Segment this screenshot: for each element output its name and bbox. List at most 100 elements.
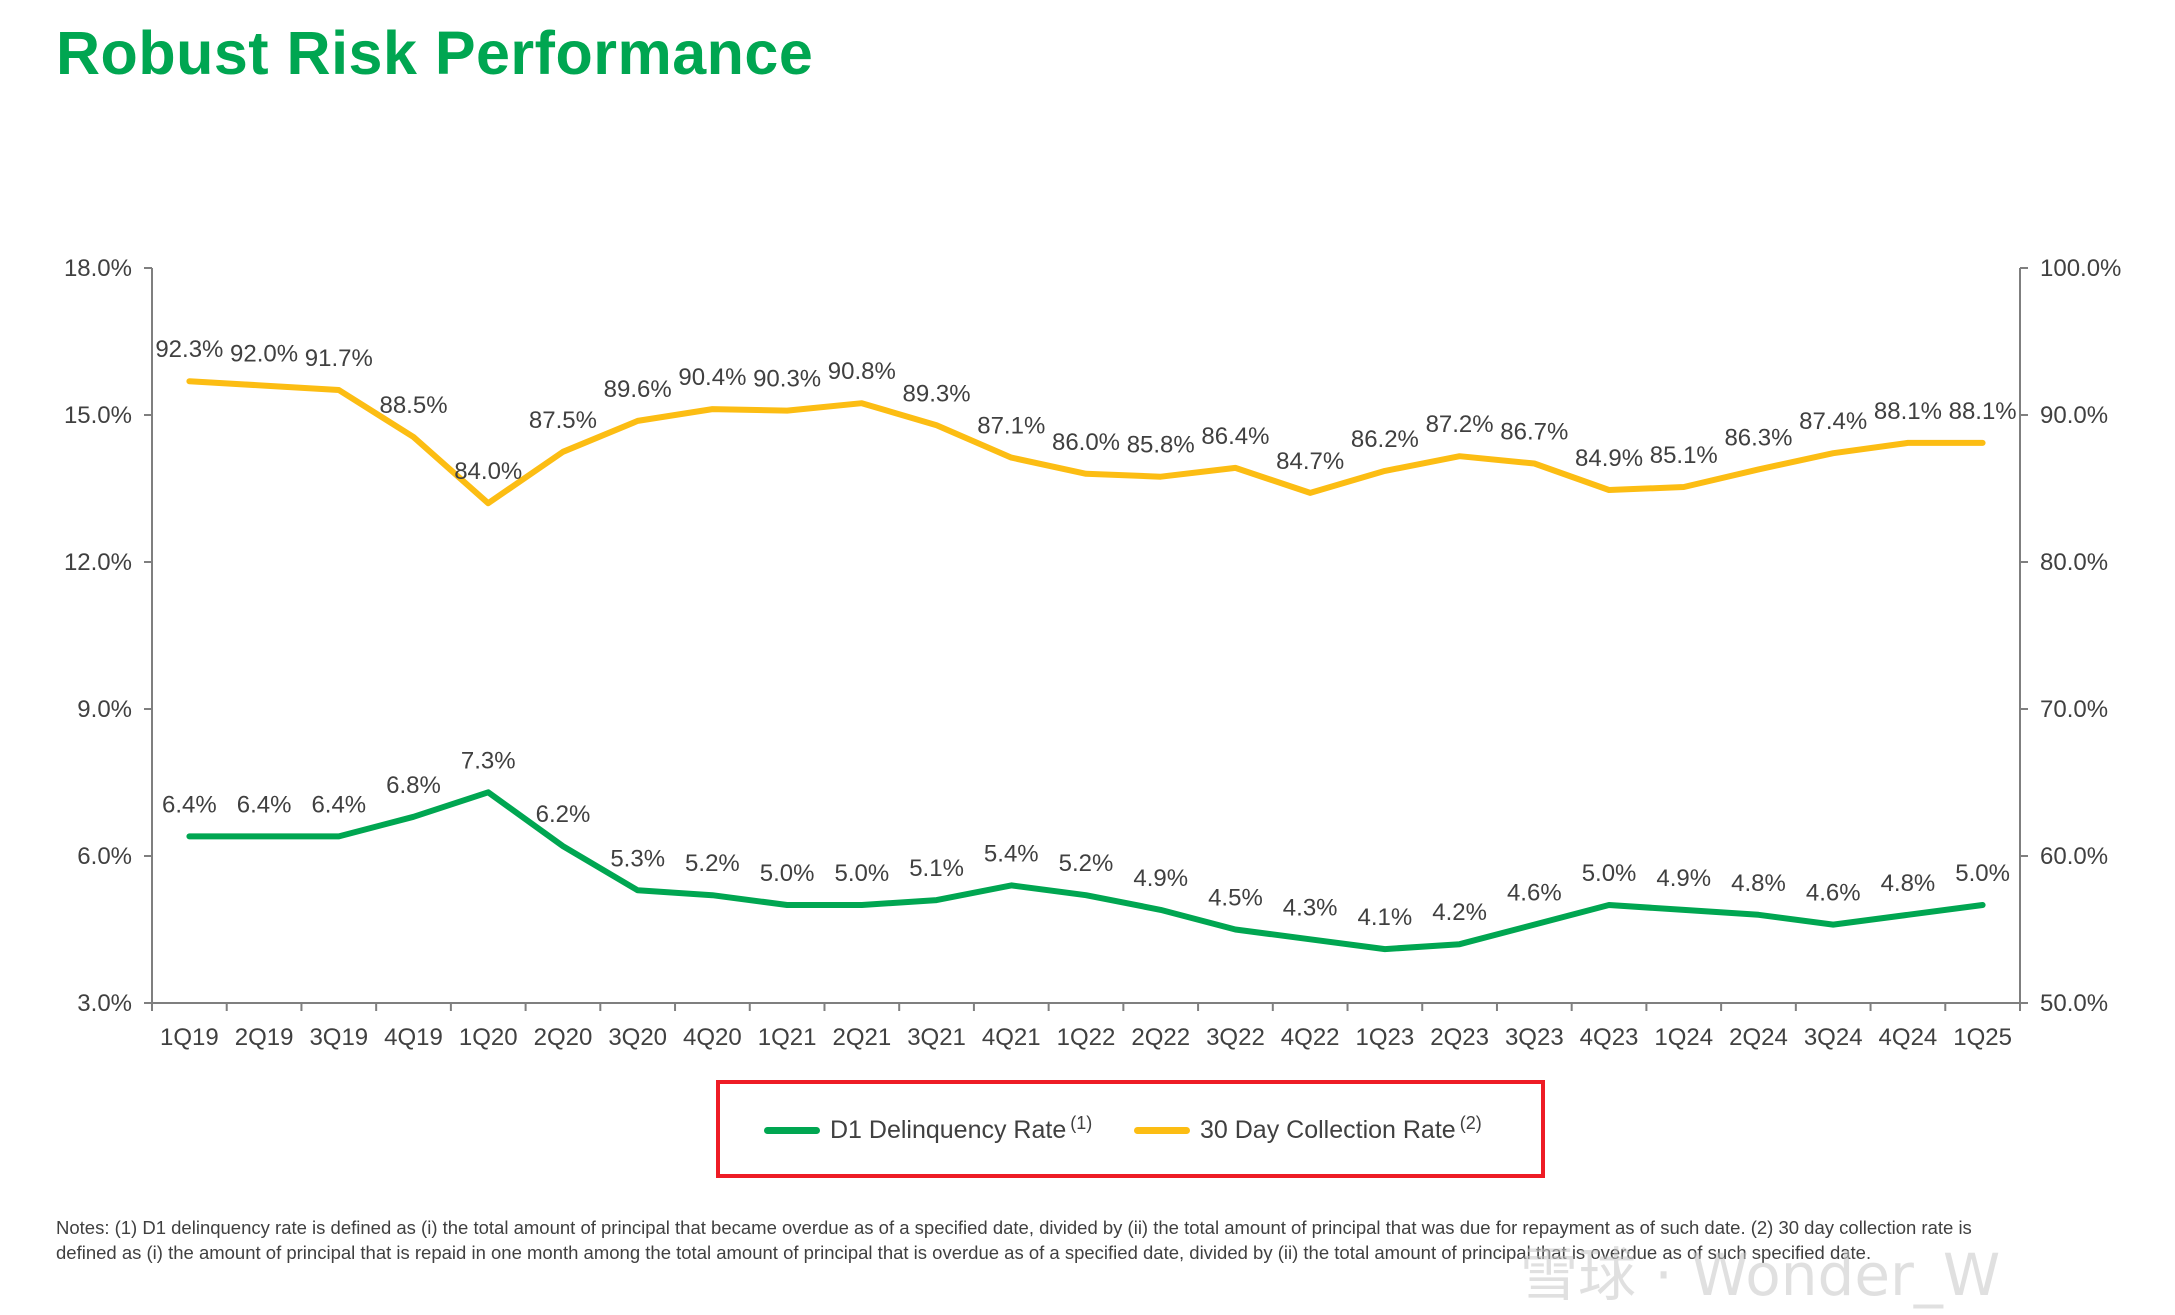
data-label-collection: 88.5% <box>379 392 447 419</box>
y-left-tick-label: 18.0% <box>64 255 132 282</box>
data-label-collection: 88.1% <box>1874 398 1942 425</box>
data-label-d1: 6.4% <box>311 791 366 818</box>
data-label-d1: 6.8% <box>386 772 441 799</box>
y-right-tick-label: 100.0% <box>2040 255 2121 282</box>
x-tick-label: 4Q24 <box>1879 1024 1938 1051</box>
y-right-tick-label: 70.0% <box>2040 696 2108 723</box>
data-label-collection: 92.0% <box>230 341 298 368</box>
data-label-d1: 4.9% <box>1656 865 1711 892</box>
x-tick-label: 3Q24 <box>1804 1024 1863 1051</box>
x-tick-label: 1Q22 <box>1057 1024 1116 1051</box>
y-right-tick-label: 90.0% <box>2040 402 2108 429</box>
data-label-collection: 86.3% <box>1724 424 1792 451</box>
x-tick-label: 4Q19 <box>384 1024 443 1051</box>
data-label-collection: 87.1% <box>977 413 1045 440</box>
chart-axes <box>144 267 2028 1011</box>
data-label-collection: 90.4% <box>678 364 746 391</box>
y-left-tick-label: 3.0% <box>77 990 132 1017</box>
data-label-collection: 92.3% <box>155 336 223 363</box>
data-labels: 6.4% 6.4% 6.4% 6.8% 7.3% 6.2% 5.3% 5.2% 5.0% 5.0%… <box>155 336 2016 931</box>
data-label-collection: 87.2% <box>1426 411 1494 438</box>
y-left-tick-label: 6.0% <box>77 843 132 870</box>
legend-swatch-d1 <box>764 1126 820 1134</box>
data-label-collection: 85.8% <box>1127 432 1195 459</box>
x-tick-label: 2Q20 <box>534 1024 593 1051</box>
data-label-collection: 84.0% <box>454 458 522 485</box>
legend-superscript-collection: (2) <box>1459 1112 1482 1133</box>
data-label-d1: 5.0% <box>760 860 815 887</box>
chart-legend: D1 Delinquency Rate (1) 30 Day Collectio… <box>716 1080 1545 1178</box>
x-tick-label: 1Q25 <box>1953 1024 2012 1051</box>
x-tick-label: 3Q23 <box>1505 1024 1564 1051</box>
data-label-collection: 86.7% <box>1500 419 1568 446</box>
data-label-d1: 4.2% <box>1432 899 1487 926</box>
x-tick-label: 2Q19 <box>235 1024 294 1051</box>
data-label-d1: 4.1% <box>1358 904 1413 931</box>
legend-item-30day-collection: 30 Day Collection Rate (2) <box>1134 1112 1482 1148</box>
data-label-d1: 4.9% <box>1133 865 1188 892</box>
data-label-d1: 5.0% <box>1582 860 1637 887</box>
watermark: 雪球 · Wonder_W <box>1520 1241 2001 1309</box>
data-label-collection: 87.5% <box>529 407 597 434</box>
footnotes: Notes: (1) D1 delinquency rate is define… <box>56 1217 1972 1263</box>
data-label-d1: 4.3% <box>1283 894 1338 921</box>
x-tick-label: 2Q22 <box>1131 1024 1190 1051</box>
x-tick-label: 1Q24 <box>1654 1024 1713 1051</box>
series-line-d1-delinquency <box>186 789 1986 953</box>
x-tick-label: 3Q19 <box>309 1024 368 1051</box>
x-tick-label: 4Q23 <box>1580 1024 1639 1051</box>
data-label-d1: 5.2% <box>1059 850 1114 877</box>
page-title: Robust Risk Performance <box>56 19 814 87</box>
data-label-d1: 4.8% <box>1731 870 1786 897</box>
data-label-d1: 4.8% <box>1881 870 1936 897</box>
y-right-tick-label: 60.0% <box>2040 843 2108 870</box>
data-label-collection: 84.9% <box>1575 445 1643 472</box>
data-label-d1: 5.1% <box>909 855 964 882</box>
x-tick-label: 1Q21 <box>758 1024 817 1051</box>
legend-item-d1-delinquency: D1 Delinquency Rate (1) <box>764 1112 1092 1148</box>
axis-ticks: 3.0% 6.0% 9.0% 12.0% 15.0% 18.0% 50.0% 60.0% 70.… <box>64 255 2121 1051</box>
data-label-collection: 84.7% <box>1276 448 1344 475</box>
data-label-collection: 90.3% <box>753 366 821 393</box>
legend-superscript-d1: (1) <box>1070 1112 1093 1133</box>
x-tick-label: 2Q23 <box>1430 1024 1489 1051</box>
data-label-d1: 4.6% <box>1507 880 1562 907</box>
chart-series <box>186 378 1986 953</box>
legend-label-d1: D1 Delinquency Rate <box>830 1115 1067 1144</box>
data-label-collection: 88.1% <box>1949 398 2017 425</box>
data-label-collection: 90.8% <box>828 358 896 385</box>
data-label-collection: 87.4% <box>1799 408 1867 435</box>
x-tick-label: 1Q19 <box>160 1024 219 1051</box>
y-left-tick-label: 15.0% <box>64 402 132 429</box>
x-tick-label: 3Q22 <box>1206 1024 1265 1051</box>
legend-swatch-collection <box>1134 1126 1190 1134</box>
x-tick-label: 1Q20 <box>459 1024 518 1051</box>
line-chart: 3.0% 6.0% 9.0% 12.0% 15.0% 18.0% 50.0% 60.0% 70.… <box>64 255 2121 1051</box>
legend-label-collection: 30 Day Collection Rate <box>1200 1115 1456 1144</box>
x-tick-label: 4Q22 <box>1281 1024 1340 1051</box>
x-tick-label: 2Q21 <box>832 1024 891 1051</box>
y-right-tick-label: 50.0% <box>2040 990 2108 1017</box>
y-left-tick-label: 12.0% <box>64 549 132 576</box>
data-label-d1: 4.6% <box>1806 880 1861 907</box>
data-label-d1: 6.2% <box>536 801 591 828</box>
data-label-collection: 91.7% <box>305 345 373 372</box>
data-label-collection: 89.3% <box>903 380 971 407</box>
data-label-d1: 5.4% <box>984 840 1039 867</box>
y-right-tick-label: 80.0% <box>2040 549 2108 576</box>
data-label-collection: 85.1% <box>1650 442 1718 469</box>
data-label-d1: 4.5% <box>1208 885 1263 912</box>
x-tick-label: 4Q21 <box>982 1024 1041 1051</box>
data-label-d1: 5.0% <box>1955 860 2010 887</box>
data-label-d1: 7.3% <box>461 747 516 774</box>
data-label-d1: 5.0% <box>834 860 889 887</box>
y-left-tick-label: 9.0% <box>77 696 132 723</box>
data-label-collection: 86.2% <box>1351 426 1419 453</box>
x-tick-label: 3Q20 <box>608 1024 667 1051</box>
data-label-d1: 5.2% <box>685 850 740 877</box>
data-label-d1: 5.3% <box>610 845 665 872</box>
data-label-collection: 86.4% <box>1201 423 1269 450</box>
x-tick-label: 4Q20 <box>683 1024 742 1051</box>
x-tick-label: 3Q21 <box>907 1024 966 1051</box>
data-label-d1: 6.4% <box>237 791 292 818</box>
